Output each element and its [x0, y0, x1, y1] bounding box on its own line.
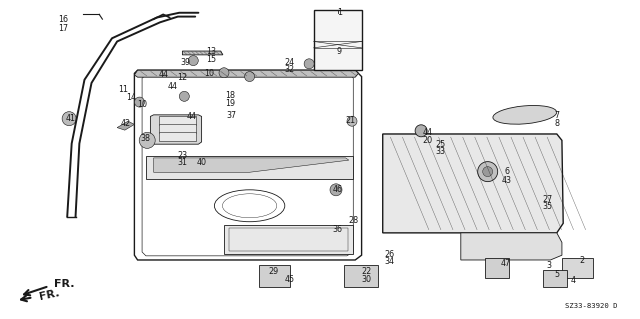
Text: 35: 35	[542, 202, 552, 211]
Text: 22: 22	[361, 267, 371, 276]
Text: 32: 32	[285, 65, 295, 74]
Polygon shape	[154, 158, 349, 172]
Text: FR.: FR.	[38, 288, 61, 302]
Text: 27: 27	[542, 195, 552, 204]
Circle shape	[188, 56, 198, 66]
Bar	[344, 265, 378, 287]
Text: 36: 36	[332, 225, 342, 234]
Bar	[543, 270, 567, 287]
Text: 39: 39	[180, 58, 191, 67]
Circle shape	[483, 167, 493, 177]
Text: 16: 16	[58, 15, 68, 24]
Text: 38: 38	[141, 134, 151, 143]
Bar	[159, 116, 196, 125]
Text: 47: 47	[500, 259, 511, 268]
Text: 13: 13	[206, 47, 216, 56]
Circle shape	[140, 132, 156, 148]
Text: 44: 44	[422, 128, 433, 137]
Text: 12: 12	[177, 73, 188, 82]
Text: 46: 46	[332, 185, 342, 194]
Text: 25: 25	[435, 140, 445, 149]
Polygon shape	[150, 115, 202, 144]
Text: 20: 20	[422, 137, 433, 145]
Text: 44: 44	[187, 112, 197, 121]
Text: 9: 9	[337, 47, 342, 56]
Circle shape	[134, 97, 145, 107]
Text: 41: 41	[65, 114, 76, 123]
Text: 7: 7	[554, 111, 559, 120]
Text: 18: 18	[225, 91, 236, 100]
Text: 10: 10	[137, 100, 147, 109]
Bar	[159, 131, 196, 141]
Polygon shape	[314, 10, 362, 70]
Ellipse shape	[493, 106, 557, 124]
Text: 34: 34	[384, 257, 394, 266]
Circle shape	[244, 71, 255, 82]
Circle shape	[330, 184, 342, 196]
Circle shape	[62, 112, 76, 126]
Bar	[159, 124, 196, 133]
Bar	[259, 265, 290, 287]
Text: 37: 37	[227, 111, 237, 120]
Circle shape	[477, 162, 498, 182]
Polygon shape	[461, 233, 562, 260]
Text: 31: 31	[177, 158, 188, 167]
Text: 44: 44	[168, 82, 178, 91]
Text: 45: 45	[285, 275, 295, 284]
Polygon shape	[182, 51, 223, 55]
Text: 24: 24	[285, 58, 295, 67]
Text: 30: 30	[361, 275, 371, 284]
Circle shape	[219, 68, 229, 78]
Text: 21: 21	[346, 116, 356, 125]
Bar	[485, 258, 509, 278]
Polygon shape	[134, 70, 358, 77]
Text: 11: 11	[118, 85, 129, 94]
Text: 1: 1	[337, 8, 342, 17]
Polygon shape	[224, 225, 353, 254]
Text: 28: 28	[349, 216, 359, 225]
Circle shape	[304, 59, 314, 69]
Circle shape	[415, 125, 427, 137]
Text: FR.: FR.	[54, 279, 75, 289]
Bar	[562, 258, 593, 278]
Circle shape	[347, 116, 357, 126]
Text: 8: 8	[554, 119, 559, 128]
Polygon shape	[383, 134, 563, 233]
Text: 19: 19	[225, 99, 236, 108]
Polygon shape	[146, 156, 353, 179]
Text: 15: 15	[206, 55, 216, 63]
Text: 3: 3	[547, 261, 552, 270]
Circle shape	[179, 91, 189, 101]
Text: 29: 29	[269, 267, 279, 276]
Polygon shape	[117, 121, 134, 130]
Text: 17: 17	[58, 24, 68, 33]
Text: 5: 5	[554, 271, 559, 279]
Text: 26: 26	[384, 250, 394, 259]
Text: 10: 10	[204, 69, 214, 78]
Text: 4: 4	[570, 276, 575, 285]
Text: 2: 2	[580, 256, 585, 265]
Text: 14: 14	[126, 93, 136, 102]
Text: 6: 6	[504, 167, 509, 176]
Text: 43: 43	[502, 176, 512, 185]
Text: 42: 42	[120, 119, 131, 128]
Text: 40: 40	[196, 158, 207, 167]
Text: SZ33-83920 D: SZ33-83920 D	[565, 303, 618, 308]
Text: 23: 23	[177, 151, 188, 160]
Text: 44: 44	[158, 70, 168, 78]
Text: 33: 33	[435, 147, 445, 156]
